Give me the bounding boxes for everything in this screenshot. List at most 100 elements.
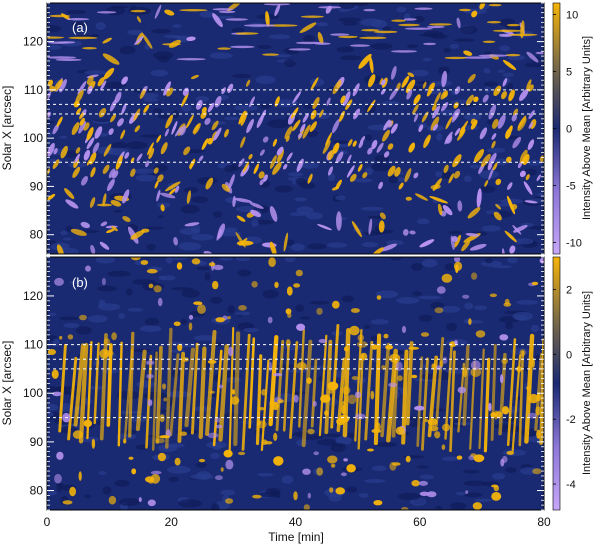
texture-patch [484, 258, 493, 264]
intensity-negative-mark [150, 470, 162, 475]
texture-patch [305, 436, 319, 441]
y-tick-label: 120 [23, 289, 43, 303]
intensity-positive-mark [329, 389, 334, 394]
intensity-positive-mark [405, 196, 412, 201]
intensity-negative-mark [174, 185, 180, 193]
texture-patch [219, 257, 233, 261]
intensity-negative-mark [134, 35, 145, 45]
texture-patch [113, 209, 123, 213]
intensity-streak-mark [78, 342, 89, 444]
intensity-band-mark [535, 51, 544, 55]
intensity-negative-mark [99, 241, 110, 250]
intensity-positive-mark [463, 50, 473, 56]
texture-patch [505, 467, 517, 473]
intensity-positive-mark [207, 360, 217, 364]
intensity-positive-mark [111, 226, 118, 232]
colorbar-tick-label: -2 [566, 414, 576, 426]
intensity-positive-mark [176, 262, 183, 270]
texture-patch [95, 257, 116, 264]
texture-patch [448, 230, 463, 235]
intensity-negative-mark [171, 121, 178, 135]
texture-patch [195, 96, 210, 102]
intensity-negative-mark [376, 142, 384, 153]
intensity-negative-mark [109, 99, 117, 112]
texture-patch [497, 69, 505, 73]
intensity-negative-mark [312, 400, 317, 407]
intensity-positive-mark [56, 244, 64, 254]
intensity-positive-mark [484, 180, 489, 187]
intensity-positive-mark [441, 273, 453, 283]
texture-patch [224, 116, 240, 121]
intensity-band-mark [444, 56, 467, 60]
texture-patch [483, 81, 498, 87]
intensity-streak-mark [534, 352, 544, 431]
intensity-positive-mark [274, 281, 279, 288]
texture-patch [234, 105, 258, 111]
intensity-negative-mark [512, 224, 528, 233]
intensity-positive-mark [454, 234, 461, 248]
texture-patch [453, 38, 475, 42]
panel-a-guide-lines [47, 89, 544, 163]
intensity-positive-mark [379, 212, 386, 220]
texture-patch [371, 162, 391, 172]
intensity-streak-mark [205, 330, 217, 436]
intensity-positive-mark [397, 375, 403, 382]
texture-patch [353, 178, 373, 183]
intensity-positive-mark [111, 332, 117, 341]
texture-patch [375, 290, 399, 299]
intensity-positive-mark [387, 165, 396, 177]
intensity-negative-mark [207, 432, 219, 439]
texture-patch [139, 325, 162, 333]
intensity-band-mark [506, 23, 520, 27]
texture-patch [111, 141, 129, 150]
intensity-negative-mark [121, 76, 128, 85]
intensity-positive-mark [470, 119, 478, 130]
intensity-positive-mark [59, 335, 63, 340]
intensity-positive-mark [302, 124, 311, 139]
texture-patch [114, 479, 130, 487]
intensity-negative-mark [488, 152, 497, 167]
intensity-negative-mark [380, 243, 397, 252]
intensity-band-mark [96, 11, 117, 14]
texture-patch [360, 18, 383, 27]
intensity-positive-mark [253, 163, 260, 175]
intensity-negative-mark [227, 83, 234, 93]
intensity-positive-mark [102, 164, 110, 174]
intensity-positive-mark [430, 184, 441, 190]
intensity-positive-mark [192, 123, 200, 134]
intensity-positive-mark [130, 157, 135, 164]
intensity-positive-mark [106, 228, 115, 234]
intensity-positive-mark [526, 385, 532, 391]
intensity-positive-mark [265, 10, 270, 27]
intensity-negative-mark [440, 101, 449, 112]
texture-patch [195, 462, 207, 468]
intensity-positive-mark [193, 301, 203, 306]
texture-patch [352, 3, 369, 7]
intensity-streak-mark [478, 348, 485, 450]
texture-patch [407, 44, 419, 48]
intensity-band-mark [243, 24, 276, 27]
texture-patch [191, 233, 214, 241]
intensity-positive-mark [471, 10, 478, 18]
intensity-negative-mark [108, 168, 116, 179]
intensity-negative-mark [426, 491, 437, 498]
intensity-positive-mark [512, 108, 519, 116]
intensity-streak-mark [155, 345, 163, 444]
intensity-negative-mark [519, 89, 529, 101]
intensity-negative-mark [470, 360, 481, 371]
intensity-streak-mark [435, 337, 445, 427]
x-tick-label: 80 [537, 515, 551, 529]
texture-patch [444, 263, 456, 271]
texture-patch [125, 288, 133, 296]
intensity-positive-mark [181, 92, 189, 107]
intensity-positive-mark [258, 407, 266, 411]
intensity-band-mark [423, 42, 436, 46]
intensity-positive-mark [455, 264, 459, 274]
intensity-positive-mark [389, 353, 401, 363]
texture-patch [505, 321, 513, 330]
intensity-positive-mark [430, 116, 440, 131]
intensity-streak-mark [357, 353, 364, 450]
y-tick-label: 110 [24, 338, 43, 352]
intensity-negative-mark [402, 229, 409, 236]
intensity-negative-mark [462, 294, 470, 299]
